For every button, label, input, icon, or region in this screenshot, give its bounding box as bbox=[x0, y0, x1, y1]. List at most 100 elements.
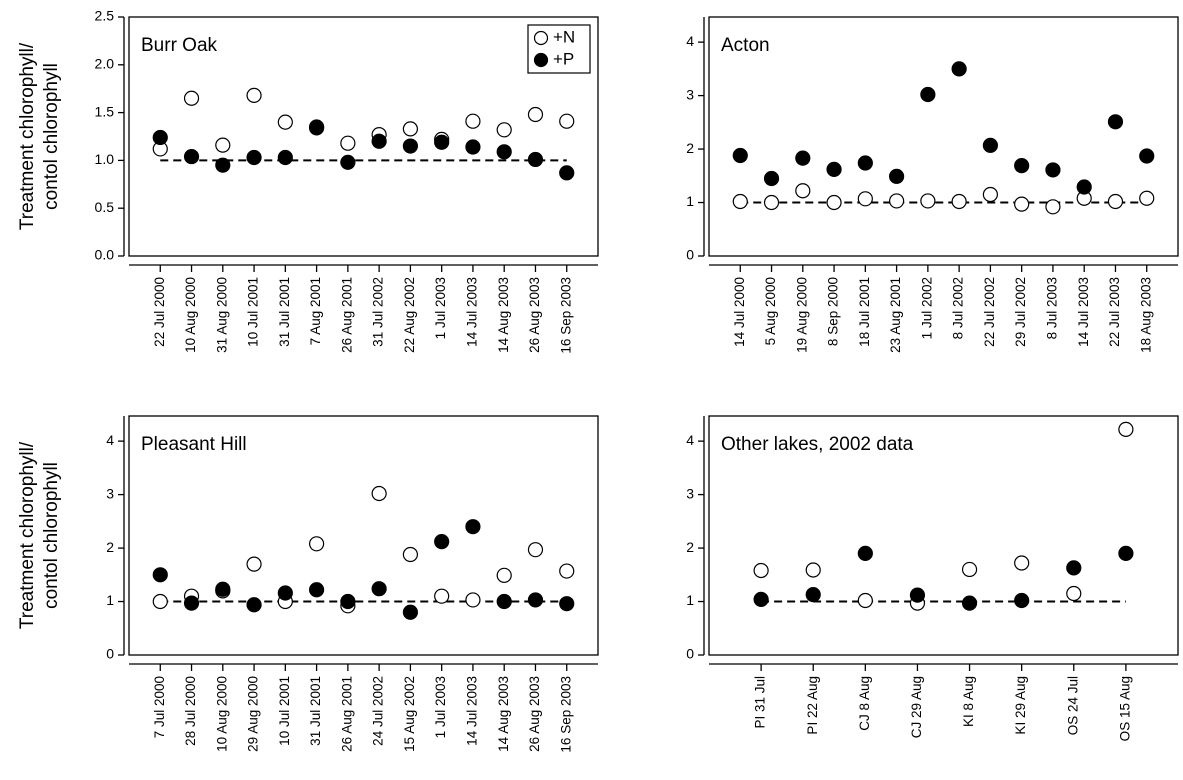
data-point bbox=[183, 595, 200, 611]
x-tick-label: 19 Aug 2000 bbox=[794, 277, 809, 353]
data-point bbox=[465, 592, 481, 608]
data-point bbox=[246, 87, 262, 103]
data-point bbox=[753, 591, 769, 607]
data-point bbox=[496, 122, 512, 138]
y-tick-label: 4 bbox=[106, 432, 114, 448]
data-point bbox=[763, 194, 780, 211]
y-tick-label: 2 bbox=[106, 539, 114, 555]
plot-frame bbox=[708, 415, 1179, 656]
data-point bbox=[1118, 545, 1134, 562]
data-point bbox=[402, 138, 418, 154]
data-point bbox=[1139, 148, 1155, 164]
x-tick-label: 10 Aug 2000 bbox=[214, 676, 229, 752]
data-point bbox=[1045, 162, 1061, 178]
y-tick-label: 1.0 bbox=[95, 151, 115, 167]
data-point bbox=[215, 157, 231, 173]
data-point bbox=[277, 114, 293, 130]
panel-title: Acton bbox=[721, 35, 770, 56]
x-tick-label: 16 Sep 2003 bbox=[558, 277, 573, 354]
data-point bbox=[920, 86, 936, 103]
data-point bbox=[559, 596, 575, 612]
data-point bbox=[920, 193, 936, 209]
x-tick-label: 10 Jul 2001 bbox=[246, 277, 261, 347]
data-point bbox=[496, 567, 512, 583]
y-tick-label: 4 bbox=[686, 432, 694, 448]
data-point bbox=[340, 593, 356, 610]
x-tick-label: OS 15 Aug bbox=[1117, 676, 1132, 741]
y-tick-label: 3 bbox=[106, 485, 114, 501]
x-tick-label: CJ 8 Aug bbox=[857, 676, 872, 731]
y-axis-label: contol chlorophyll bbox=[41, 462, 62, 609]
data-point bbox=[309, 582, 325, 598]
x-tick-label: 23 Aug 2001 bbox=[888, 277, 903, 353]
x-tick-label: 10 Aug 2000 bbox=[183, 277, 198, 353]
data-point bbox=[527, 592, 544, 608]
data-point bbox=[152, 129, 168, 146]
y-tick-label: 1 bbox=[686, 592, 694, 608]
x-tick-label: OS 24 Jul bbox=[1065, 676, 1080, 735]
plot-frame bbox=[128, 16, 599, 257]
data-point bbox=[857, 155, 873, 171]
x-tick-label: CJ 29 Aug bbox=[909, 676, 924, 738]
data-point bbox=[496, 144, 512, 160]
data-point bbox=[1014, 196, 1030, 212]
data-point bbox=[215, 137, 231, 153]
x-tick-label: 31 Jul 2001 bbox=[308, 676, 323, 746]
data-point bbox=[152, 567, 168, 583]
data-point bbox=[857, 592, 873, 609]
x-tick-label: 8 Sep 2000 bbox=[826, 277, 841, 346]
data-point bbox=[1076, 179, 1092, 195]
x-tick-label: 28 Jul 2000 bbox=[183, 676, 198, 746]
x-tick-label: 22 Jul 2000 bbox=[152, 277, 167, 347]
x-tick-label: 22 Jul 2003 bbox=[1107, 277, 1122, 347]
x-tick-label: 29 Jul 2002 bbox=[1013, 277, 1028, 347]
data-point bbox=[753, 562, 769, 579]
x-tick-label: 15 Aug 2002 bbox=[402, 676, 417, 752]
data-point bbox=[888, 193, 905, 209]
data-point bbox=[888, 168, 905, 184]
data-point bbox=[559, 113, 575, 129]
data-point bbox=[909, 587, 926, 603]
data-point bbox=[826, 194, 842, 211]
data-point bbox=[402, 604, 418, 620]
data-point bbox=[183, 148, 200, 165]
data-point bbox=[371, 581, 387, 597]
data-point bbox=[340, 154, 356, 170]
legend-label: +P bbox=[553, 49, 574, 68]
data-point bbox=[1045, 199, 1061, 215]
data-point bbox=[951, 193, 967, 210]
legend-marker bbox=[533, 52, 549, 68]
x-tick-label: 14 Aug 2003 bbox=[496, 676, 511, 752]
data-point bbox=[465, 113, 481, 129]
data-point bbox=[340, 135, 356, 151]
x-tick-label: 18 Jul 2001 bbox=[857, 277, 872, 347]
x-tick-label: 5 Aug 2000 bbox=[763, 277, 778, 345]
data-point bbox=[1118, 421, 1134, 437]
x-tick-label: 8 Jul 2002 bbox=[951, 277, 966, 339]
x-tick-label: 29 Aug 2000 bbox=[246, 676, 261, 752]
data-point bbox=[961, 561, 978, 578]
x-tick-label: 24 Jul 2002 bbox=[371, 676, 386, 746]
plot-frame bbox=[708, 16, 1179, 257]
data-point bbox=[152, 593, 168, 610]
data-point bbox=[465, 519, 481, 535]
data-point bbox=[763, 170, 780, 187]
data-point bbox=[309, 536, 325, 552]
data-point bbox=[434, 534, 450, 550]
data-point bbox=[434, 134, 450, 150]
data-point bbox=[982, 186, 999, 203]
data-point bbox=[961, 595, 978, 611]
data-point bbox=[215, 581, 231, 597]
data-point bbox=[1139, 190, 1155, 206]
y-axis-label: Treatment chlorophyll/ bbox=[17, 42, 38, 230]
data-point bbox=[496, 593, 512, 610]
data-point bbox=[527, 542, 544, 558]
x-tick-label: 22 Jul 2002 bbox=[982, 277, 997, 347]
panel-title: Other lakes, 2002 data bbox=[721, 434, 914, 455]
data-point bbox=[805, 586, 821, 603]
panel-title: Burr Oak bbox=[141, 35, 218, 56]
data-point bbox=[857, 545, 873, 562]
x-tick-label: 14 Jul 2003 bbox=[464, 277, 479, 347]
data-point bbox=[309, 119, 325, 135]
data-point bbox=[732, 147, 748, 164]
